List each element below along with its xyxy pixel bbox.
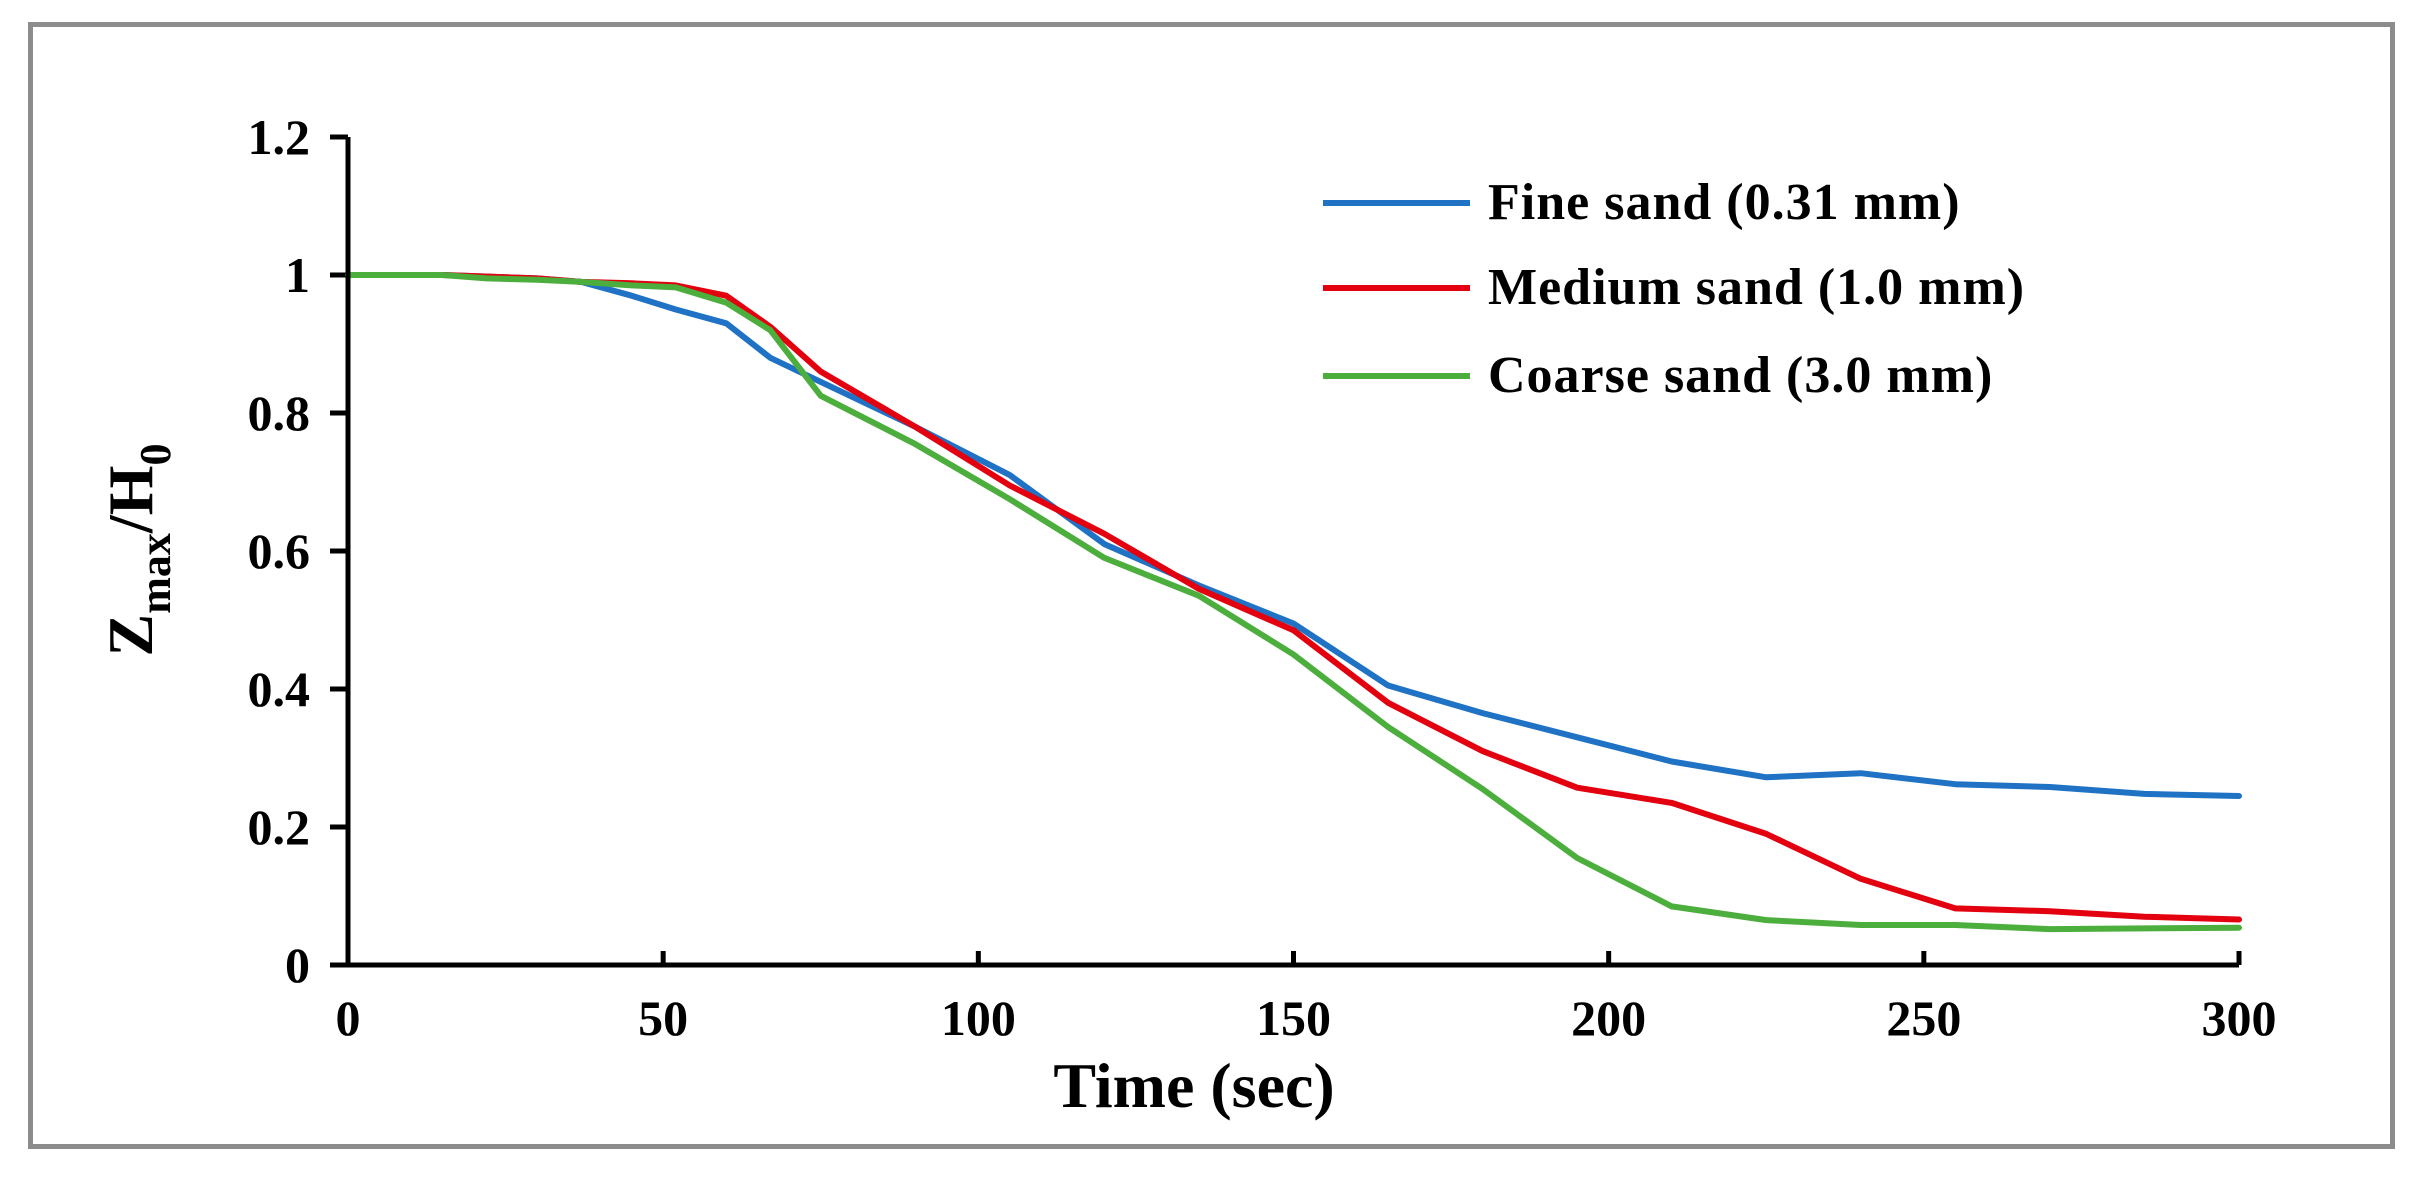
series-line-coarse-sand	[345, 272, 2242, 933]
legend-label-coarse-sand: Coarse sand (3.0 mm)	[1488, 347, 1993, 404]
x-tick-label: 0	[336, 990, 361, 1046]
y-tick-label: 1	[285, 247, 310, 303]
legend-item-fine-sand: Fine sand (0.31 mm)	[1323, 174, 1961, 231]
x-tick-label: 50	[638, 990, 688, 1046]
x-axis-title: Time (sec)	[1053, 1050, 1334, 1121]
x-axis-ticks: 0 50 100 150 200 250 300	[336, 951, 2277, 1046]
chart-frame	[28, 22, 2395, 1149]
series-lines	[345, 272, 2242, 933]
legend-label-medium-sand: Medium sand (1.0 mm)	[1488, 259, 2025, 316]
y-tick-label: 0.4	[248, 661, 311, 717]
legend-item-coarse-sand: Coarse sand (3.0 mm)	[1323, 347, 1993, 404]
x-tick-label: 150	[1256, 990, 1331, 1046]
x-tick-label: 200	[1571, 990, 1646, 1046]
y-tick-label: 0.2	[248, 799, 311, 855]
y-tick-label: 0.8	[248, 385, 311, 441]
legend-item-medium-sand: Medium sand (1.0 mm)	[1323, 259, 2025, 316]
x-tick-label: 250	[1886, 990, 1961, 1046]
y-axis-ticks: 0 0.2 0.4 0.6 0.8 1 1.2	[248, 109, 348, 993]
x-tick-label: 100	[941, 990, 1016, 1046]
y-tick-label: 1.2	[248, 109, 311, 165]
y-tick-label: 0.6	[248, 523, 311, 579]
legend-label-fine-sand: Fine sand (0.31 mm)	[1488, 174, 1961, 231]
legend: Fine sand (0.31 mm) Medium sand (1.0 mm)…	[1323, 174, 2025, 404]
x-tick-label: 300	[2202, 990, 2277, 1046]
y-axis-title: Zmax/H0	[95, 444, 180, 657]
y-tick-label: 0	[285, 937, 310, 993]
